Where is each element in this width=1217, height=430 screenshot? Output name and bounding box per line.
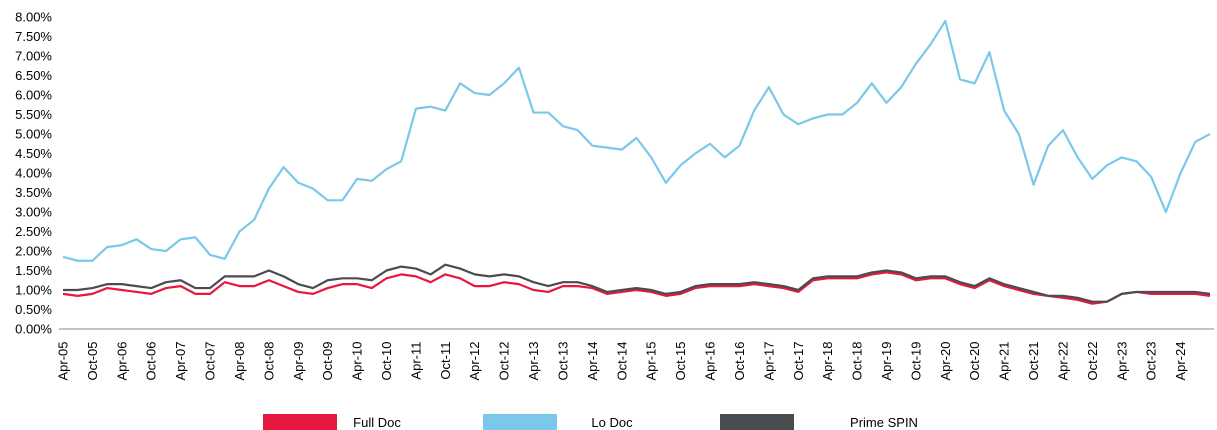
x-tick-label: Apr-21 <box>997 341 1012 380</box>
y-tick-label: 6.50% <box>15 68 52 83</box>
y-tick-label: 2.00% <box>15 244 52 259</box>
y-tick-label: 3.50% <box>15 185 52 200</box>
x-tick-label: Oct-16 <box>732 342 747 381</box>
x-tick-label: Apr-08 <box>232 342 247 381</box>
x-tick-label: Oct-09 <box>320 342 335 381</box>
series-line <box>62 19 1211 262</box>
y-tick-label: 2.50% <box>15 224 52 239</box>
y-tick-label: 5.00% <box>15 127 52 142</box>
x-tick-label: Oct-20 <box>967 342 982 381</box>
x-tick-label: Oct-21 <box>1026 342 1041 381</box>
y-tick-label: 8.00% <box>15 10 52 25</box>
y-tick-label: 1.50% <box>15 263 52 278</box>
y-tick-label: 0.00% <box>15 322 52 337</box>
y-tick-label: 0.50% <box>15 302 52 317</box>
y-tick-label: 1.00% <box>15 283 52 298</box>
x-tick-label: Oct-08 <box>261 342 276 381</box>
y-tick-label: 7.00% <box>15 49 52 64</box>
legend-label: Full Doc <box>353 415 401 430</box>
legend-label: Prime SPIN <box>850 415 918 430</box>
x-tick-label: Apr-16 <box>703 342 718 381</box>
x-tick-label: Oct-15 <box>673 342 688 381</box>
x-tick-label: Apr-20 <box>938 342 953 381</box>
x-tick-label: Apr-22 <box>1055 342 1070 381</box>
x-tick-label: Oct-07 <box>203 342 218 381</box>
x-tick-label: Oct-18 <box>850 342 865 381</box>
x-tick-label: Oct-12 <box>497 341 512 380</box>
legend-label: Lo Doc <box>591 415 633 430</box>
series-line <box>62 271 1211 305</box>
x-tick-label: Oct-17 <box>791 342 806 381</box>
series-line <box>63 263 1211 303</box>
x-tick-label: Apr-09 <box>291 342 306 381</box>
legend-swatch <box>263 414 337 430</box>
x-tick-label: Oct-23 <box>1144 342 1159 381</box>
x-tick-label: Apr-23 <box>1114 342 1129 381</box>
x-tick-label: Oct-11 <box>438 342 453 380</box>
y-tick-label: 7.50% <box>15 29 52 44</box>
x-tick-label: Apr-10 <box>350 342 365 381</box>
x-tick-label: Oct-19 <box>908 342 923 381</box>
x-tick-label: Oct-06 <box>144 342 159 381</box>
x-tick-label: Apr-13 <box>526 342 541 381</box>
x-tick-label: Apr-06 <box>114 342 129 381</box>
x-tick-label: Oct-13 <box>555 342 570 381</box>
x-tick-label: Apr-05 <box>56 342 71 381</box>
x-tick-label: Apr-11 <box>408 342 423 380</box>
y-tick-label: 5.50% <box>15 107 52 122</box>
x-tick-label: Oct-10 <box>379 342 394 381</box>
x-tick-label: Oct-22 <box>1085 342 1100 381</box>
x-tick-label: Apr-19 <box>879 342 894 381</box>
x-tick-label: Oct-14 <box>614 342 629 381</box>
x-tick-label: Apr-17 <box>761 342 776 381</box>
x-tick-label: Apr-07 <box>173 342 188 381</box>
x-tick-label: Oct-05 <box>85 342 100 381</box>
legend-swatch <box>720 414 794 430</box>
y-tick-label: 3.00% <box>15 205 52 220</box>
x-tick-label: Apr-15 <box>644 342 659 381</box>
x-tick-label: Apr-14 <box>585 342 600 381</box>
legend-swatch <box>483 414 557 430</box>
x-tick-label: Apr-18 <box>820 342 835 381</box>
y-tick-label: 4.00% <box>15 166 52 181</box>
x-tick-label: Apr-12 <box>467 342 482 381</box>
y-tick-label: 4.50% <box>15 146 52 161</box>
y-tick-label: 6.00% <box>15 88 52 103</box>
x-tick-label: Apr-24 <box>1173 342 1188 381</box>
